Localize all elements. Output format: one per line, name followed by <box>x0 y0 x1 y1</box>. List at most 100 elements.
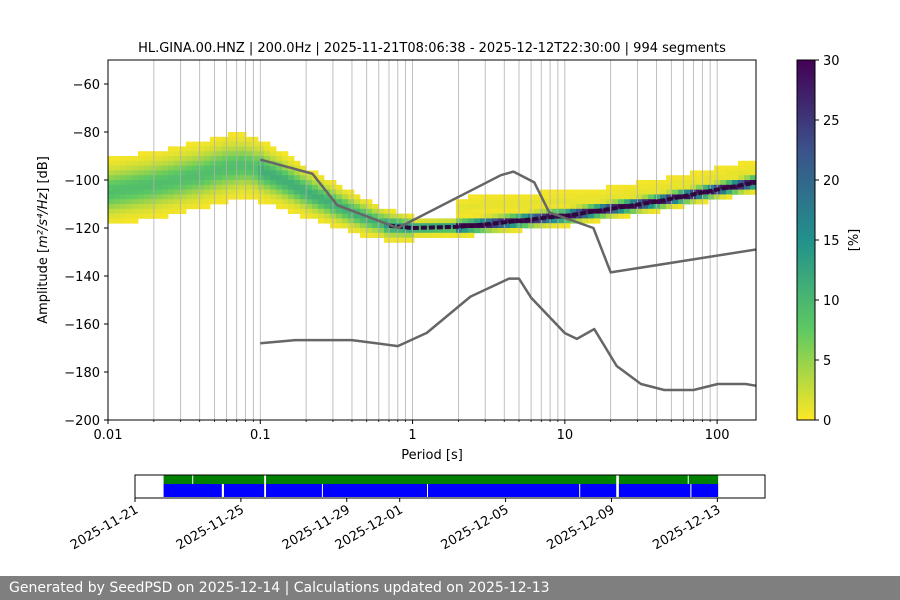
heatmap-cell <box>654 204 661 210</box>
heatmap-cell <box>552 213 559 219</box>
heatmap-cell <box>234 180 241 186</box>
heatmap-cell <box>588 194 595 200</box>
heatmap-cell <box>258 180 265 186</box>
heatmap-cell <box>144 151 151 157</box>
heatmap-cell <box>648 204 655 210</box>
heatmap-cell <box>564 208 571 214</box>
heatmap-cell <box>276 204 283 210</box>
heatmap-cell <box>270 184 277 190</box>
heatmap-cell <box>726 175 733 181</box>
heatmap-cell <box>240 151 247 157</box>
heatmap-cell <box>174 199 181 205</box>
heatmap-cell <box>534 223 541 229</box>
heatmap-cell <box>468 208 475 214</box>
heatmap-cell <box>642 189 649 195</box>
heatmap-cell <box>126 199 133 205</box>
heatmap-cell <box>486 199 493 205</box>
heatmap-cell <box>216 160 223 166</box>
heatmap-cell <box>222 141 229 147</box>
heatmap-cell <box>336 184 343 190</box>
heatmap-cell <box>372 208 379 214</box>
heatmap-cell <box>228 141 235 147</box>
heatmap-cell <box>114 208 121 214</box>
heatmap-cell <box>732 189 739 195</box>
heatmap-cell <box>432 223 439 229</box>
heatmap-cell <box>318 204 325 210</box>
heatmap-cell <box>210 146 217 152</box>
heatmap-cell <box>246 136 253 142</box>
heatmap-cell <box>642 204 649 210</box>
heatmap-cell <box>282 194 289 200</box>
heatmap-cell <box>168 204 175 210</box>
heatmap-cell <box>348 213 355 219</box>
heatmap-cell <box>108 170 115 176</box>
heatmap-cell <box>618 213 625 219</box>
x-axis-ticks: 0.01 0.1 1 10 100 <box>94 420 730 443</box>
heatmap-cell <box>534 208 541 214</box>
heatmap-cell <box>546 204 553 210</box>
heatmap-cell <box>414 232 421 238</box>
heatmap-cell <box>708 180 715 186</box>
heatmap-cell <box>132 218 139 224</box>
heatmap-cell <box>282 156 289 162</box>
heatmap-cell <box>108 204 115 210</box>
heatmap-cell <box>240 180 247 186</box>
heatmap-cell <box>480 223 487 229</box>
heatmap-cell <box>210 160 217 166</box>
heatmap-cell <box>288 180 295 186</box>
heatmap-cell <box>534 194 541 200</box>
heatmap-cell <box>378 223 385 229</box>
heatmap-cell <box>678 180 685 186</box>
heatmap-cell <box>498 199 505 205</box>
heatmap-cell <box>282 189 289 195</box>
heatmap-cell <box>258 165 265 171</box>
heatmap-cell <box>594 213 601 219</box>
heatmap-cell <box>186 141 193 147</box>
heatmap-cell <box>336 213 343 219</box>
heatmap-cell <box>552 189 559 195</box>
heatmap-cell <box>168 180 175 186</box>
colorbar-tick-label: 10 <box>823 294 840 309</box>
heatmap-cell <box>744 184 751 190</box>
heatmap-cell <box>564 223 571 229</box>
heatmap-cell <box>234 160 241 166</box>
heatmap-cell <box>114 175 121 181</box>
y-axis-ticks: −60 −80 −100 −120 −140 −160 −180 −200 <box>64 78 108 429</box>
heatmap-cell <box>510 199 517 205</box>
heatmap-cell <box>390 228 397 234</box>
heatmap-cell <box>150 204 157 210</box>
heatmap-cell <box>162 213 169 219</box>
heatmap-cell <box>294 180 301 186</box>
heatmap-cell <box>696 194 703 200</box>
heatmap-cell <box>228 170 235 176</box>
heatmap-cell <box>186 165 193 171</box>
heatmap-cell <box>450 218 457 224</box>
heatmap-cell <box>258 175 265 181</box>
heatmap-cell <box>588 204 595 210</box>
heatmap-cell <box>120 218 127 224</box>
heatmap-cell <box>348 194 355 200</box>
heatmap-cell <box>726 180 733 186</box>
heatmap-cell <box>480 194 487 200</box>
heatmap-cell <box>198 189 205 195</box>
heatmap-cell <box>174 189 181 195</box>
heatmap-cell <box>126 165 133 171</box>
heatmap-cell <box>252 141 259 147</box>
heatmap-cell <box>696 170 703 176</box>
heatmap-cell <box>354 194 361 200</box>
heatmap-cell <box>474 204 481 210</box>
heatmap-cell <box>180 170 187 176</box>
heatmap-cell <box>420 218 427 224</box>
heatmap-cell <box>162 208 169 214</box>
heatmap-cell <box>198 146 205 152</box>
heatmap-cell <box>264 165 271 171</box>
heatmap-cell <box>480 208 487 214</box>
heatmap-cell <box>498 204 505 210</box>
heatmap-cell <box>684 184 691 190</box>
heatmap-cell <box>312 189 319 195</box>
heatmap-cell <box>294 160 301 166</box>
heatmap-cell <box>462 213 469 219</box>
heatmap-cell <box>612 189 619 195</box>
x-tick-label: 1 <box>408 428 416 443</box>
heatmap-cell <box>390 213 397 219</box>
